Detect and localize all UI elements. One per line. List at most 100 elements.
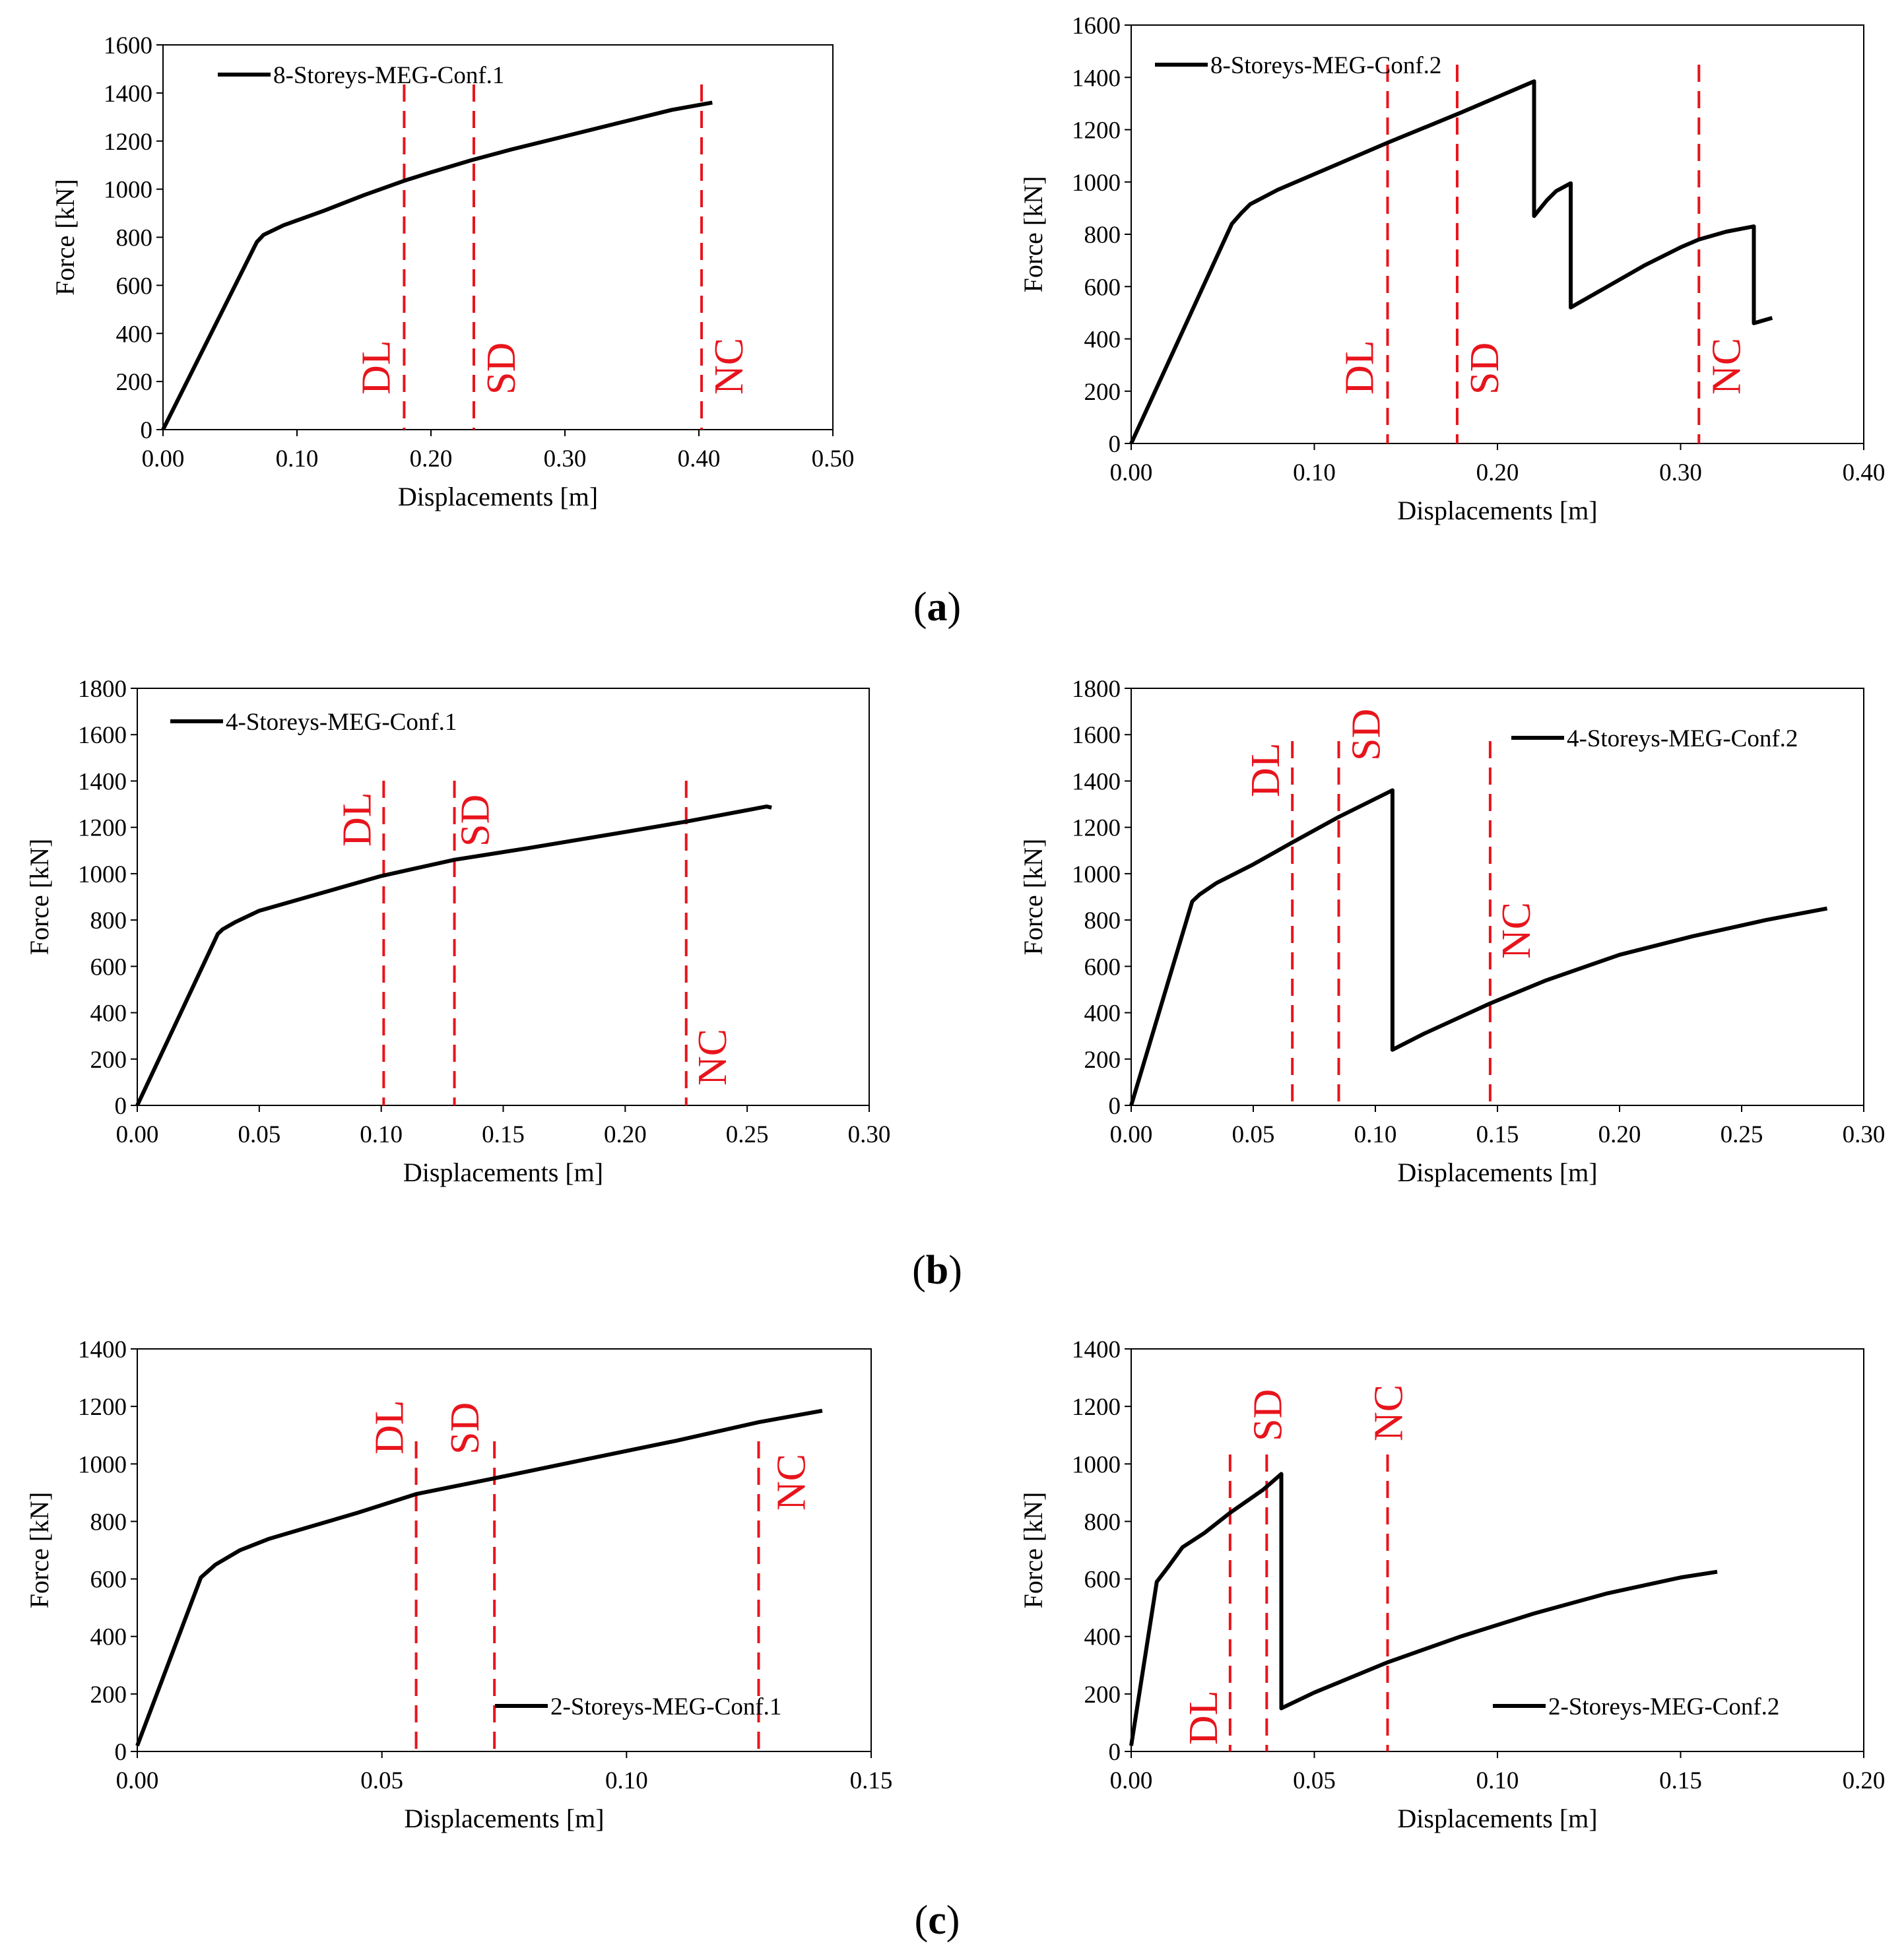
legend-label: 4-Storeys-MEG-Conf.2 <box>1567 725 1798 752</box>
x-tick-label: 0.00 <box>1110 459 1153 486</box>
y-tick-label: 200 <box>116 369 153 396</box>
x-tick-label: 0.20 <box>1598 1121 1641 1148</box>
limit-label-sd: SD <box>1344 709 1389 761</box>
x-tick-label: 0.25 <box>726 1121 769 1148</box>
y-tick-label: 800 <box>1084 222 1121 249</box>
y-tick-label: 800 <box>90 1509 127 1536</box>
y-tick-label: 1800 <box>78 676 127 703</box>
legend-label: 2-Storeys-MEG-Conf.1 <box>550 1693 781 1720</box>
y-axis-label: Force [kN] <box>24 1492 54 1609</box>
y-tick-label: 1200 <box>78 1394 127 1421</box>
x-tick-label: 0.10 <box>605 1767 648 1794</box>
x-tick-label: 0.15 <box>1476 1121 1519 1148</box>
x-tick-label: 0.00 <box>1110 1767 1153 1794</box>
limit-label-nc: NC <box>1367 1385 1412 1441</box>
y-tick-label: 1600 <box>1072 722 1121 749</box>
y-tick-label: 1000 <box>1072 861 1121 888</box>
y-tick-label: 200 <box>1084 1682 1121 1709</box>
y-tick-label: 1400 <box>78 768 127 795</box>
y-axis-label: Force [kN] <box>24 839 54 956</box>
caption-c: (c) <box>914 1898 960 1943</box>
limit-label-sd: SD <box>1245 1389 1290 1441</box>
plot-frame <box>137 688 870 1106</box>
plot-frame <box>137 1348 872 1752</box>
y-tick-label: 800 <box>1084 1509 1121 1536</box>
series-line <box>1129 79 1773 445</box>
x-tick-label: 0.05 <box>360 1767 403 1794</box>
chart-a-left: 0 200 400 600 800 1000 1200 1400 1600 0.00 0.10 0.2… <box>50 32 854 511</box>
x-tick-label: 0.30 <box>848 1121 891 1148</box>
series-line <box>1129 788 1828 1106</box>
y-tick-label: 400 <box>90 1000 127 1028</box>
y-tick-label: 600 <box>1084 274 1121 301</box>
y-tick-label: 1200 <box>1072 1394 1121 1421</box>
y-tick-label: 1600 <box>104 32 152 59</box>
plot-frame <box>1131 1348 1864 1752</box>
x-tick-label: 0.30 <box>1843 1121 1886 1148</box>
x-tick-label: 0.10 <box>360 1121 403 1148</box>
series-line <box>161 100 713 431</box>
y-tick-label: 1200 <box>104 129 152 156</box>
y-tick-label: 400 <box>1084 1624 1121 1651</box>
y-tick-label: 600 <box>1084 1567 1121 1594</box>
y-tick-label: 1600 <box>78 722 127 749</box>
y-tick-label: 200 <box>1084 379 1121 406</box>
y-tick-label: 1400 <box>1072 768 1121 795</box>
limit-label-sd: SD <box>1462 343 1507 395</box>
limit-label-nc: NC <box>690 1029 735 1086</box>
y-tick-label: 400 <box>90 1624 127 1651</box>
legend-label: 8-Storeys-MEG-Conf.1 <box>273 62 504 89</box>
y-tick-label: 400 <box>116 321 153 348</box>
y-tick-label: 600 <box>90 1567 127 1594</box>
x-tick-label: 0.20 <box>604 1121 647 1148</box>
y-tick-label: 0 <box>1109 1093 1121 1120</box>
y-tick-label: 400 <box>1084 1000 1121 1028</box>
x-tick-label: 0.40 <box>678 445 721 473</box>
limit-label-sd: SD <box>453 795 498 847</box>
y-tick-label: 1200 <box>1072 815 1121 842</box>
x-tick-label: 0.30 <box>1659 459 1702 486</box>
x-tick-label: 0.00 <box>142 445 185 473</box>
caption-b: (b) <box>912 1248 962 1293</box>
y-tick-label: 200 <box>90 1682 127 1709</box>
chart-a-right: 0 200 400 600 800 1000 1200 1400 1600 0.00 0.10 0.2… <box>1018 13 1885 525</box>
x-tick-label: 0.10 <box>1354 1121 1397 1148</box>
y-tick-label: 1000 <box>1072 170 1121 197</box>
legend-label: 4-Storeys-MEG-Conf.1 <box>226 709 457 736</box>
legend-label: 2-Storeys-MEG-Conf.2 <box>1548 1693 1779 1720</box>
y-tick-label: 800 <box>90 907 127 934</box>
y-tick-label: 800 <box>116 225 153 252</box>
y-tick-label: 600 <box>90 954 127 981</box>
x-tick-label: 0.20 <box>1843 1767 1886 1794</box>
limit-label-dl: DL <box>368 1400 412 1454</box>
limit-label-nc: NC <box>1494 902 1539 959</box>
chart-c-left: 0 200 400 600 800 1000 1200 1400 0.00 0.05 0.10 0.1… <box>24 1336 892 1833</box>
x-axis-label: Displacements [m] <box>1397 1804 1597 1833</box>
y-axis-label: Force [kN] <box>1018 176 1048 293</box>
y-tick-label: 800 <box>1084 907 1121 934</box>
y-tick-label: 0 <box>115 1739 127 1766</box>
y-tick-label: 1000 <box>78 1451 127 1478</box>
x-tick-label: 0.00 <box>116 1121 159 1148</box>
y-tick-label: 1200 <box>1072 117 1121 145</box>
legend-label: 8-Storeys-MEG-Conf.2 <box>1210 52 1441 79</box>
y-tick-label: 1400 <box>1072 65 1121 92</box>
chart-b-left: 0 200 400 600 800 1000 1200 1400 1600 1800 0.00 0.0… <box>24 676 890 1187</box>
x-tick-label: 0.00 <box>1110 1121 1153 1148</box>
chart-b-right: 0 200 400 600 800 1000 1200 1400 1600 1800 0.00 0.0… <box>1018 676 1885 1187</box>
y-tick-label: 0 <box>1109 1739 1121 1766</box>
y-tick-label: 0 <box>115 1093 127 1120</box>
x-tick-label: 0.25 <box>1721 1121 1763 1148</box>
x-tick-label: 0.10 <box>276 445 319 473</box>
x-tick-label: 0.05 <box>238 1121 280 1148</box>
x-tick-label: 0.15 <box>1659 1767 1702 1794</box>
limit-label-nc: NC <box>1704 338 1749 395</box>
x-tick-label: 0.00 <box>116 1767 159 1794</box>
x-axis-label: Displacements [m] <box>1397 1158 1597 1187</box>
y-tick-label: 1400 <box>1072 1336 1121 1363</box>
limit-label-dl: DL <box>354 340 399 395</box>
y-axis-label: Force [kN] <box>1018 1492 1048 1609</box>
y-tick-label: 0 <box>1109 431 1121 458</box>
x-tick-label: 0.50 <box>812 445 855 473</box>
